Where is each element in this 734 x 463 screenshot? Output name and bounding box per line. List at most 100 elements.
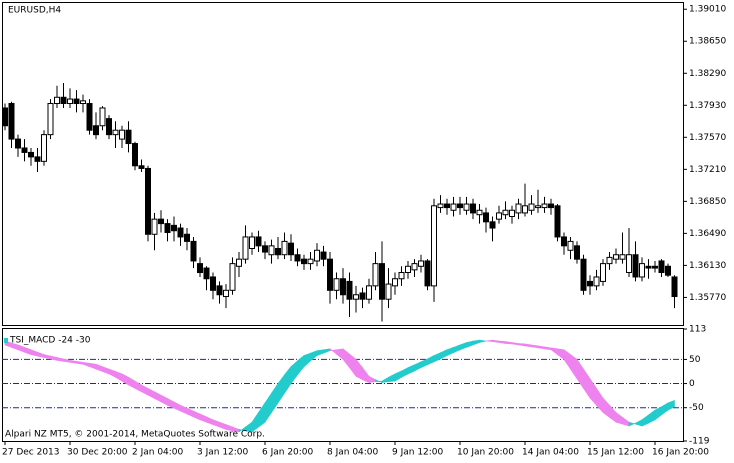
- candle-body: [320, 251, 327, 260]
- x-tick-label: 14 Jan 04:00: [522, 448, 579, 458]
- ribbon-segment: [466, 340, 474, 348]
- ribbon-segment: [485, 339, 493, 342]
- candle-body: [301, 258, 307, 265]
- ribbon-segment: [479, 339, 487, 343]
- ribbon-segment: [544, 346, 552, 351]
- y-tick-label: 1.35770: [689, 293, 726, 303]
- candle-body: [463, 203, 470, 211]
- ribbon-segment: [407, 364, 415, 375]
- candle-body: [587, 280, 593, 287]
- candle-body: [619, 254, 626, 260]
- ribbon-segment: [342, 348, 350, 369]
- ribbon-segment: [531, 344, 539, 349]
- candle-body: [15, 138, 21, 149]
- ribbon-segment: [459, 342, 467, 351]
- candle-body: [314, 249, 320, 262]
- candle-body: [658, 260, 665, 274]
- ribbon-segment: [69, 360, 77, 364]
- ribbon-segment: [362, 366, 370, 384]
- ribbon-segment: [76, 360, 84, 365]
- ribbon-segment: [115, 371, 123, 382]
- candle-body: [2, 107, 8, 127]
- ribbon-segment: [420, 358, 428, 369]
- candle-body: [8, 103, 15, 140]
- candle-body: [106, 118, 112, 136]
- ribbon-segment: [82, 361, 90, 368]
- ribbon-segment: [212, 419, 220, 428]
- candle-body: [606, 256, 613, 265]
- candle-body: [652, 265, 658, 269]
- ribbon-segment: [524, 343, 532, 348]
- ribbon-segment: [147, 387, 155, 400]
- x-tick-label: 10 Jan 20:00: [457, 448, 514, 458]
- candle-body: [431, 205, 437, 287]
- candle-body: [340, 278, 346, 296]
- y-tick-label: 1.36130: [689, 261, 726, 271]
- y-tick-label: 1.38650: [689, 37, 726, 47]
- candle-body: [541, 203, 548, 209]
- ribbon-segment: [316, 349, 324, 356]
- candle-body: [275, 248, 281, 256]
- ribbon-segment: [303, 352, 311, 368]
- candle-body: [262, 245, 268, 253]
- ribbon-segment: [427, 355, 435, 366]
- ribbon-segment: [264, 392, 272, 424]
- candle-body: [268, 245, 275, 256]
- ribbon-segment: [323, 348, 331, 354]
- ribbon-segment: [440, 349, 448, 360]
- ribbon-segment: [615, 411, 623, 425]
- ribbon-segment: [596, 387, 604, 414]
- y-tick-label: 0: [689, 379, 695, 389]
- ribbon-segment: [583, 368, 591, 400]
- ribbon-segment: [511, 342, 519, 346]
- ribbon-segment: [180, 404, 188, 415]
- ribbon-segment: [206, 416, 214, 426]
- ribbon-segment: [349, 353, 357, 378]
- candle-body: [112, 129, 119, 136]
- candle-body: [385, 283, 392, 300]
- x-tick-label: 30 Dec 20:00: [67, 448, 128, 458]
- candle-body: [190, 240, 197, 262]
- candle-body: [67, 98, 73, 105]
- ribbon-segment: [355, 358, 363, 381]
- ribbon-segment: [472, 339, 480, 346]
- candle-body: [424, 260, 431, 287]
- candle-body: [229, 263, 236, 291]
- candle-body: [210, 276, 216, 291]
- candle-body: [600, 263, 606, 282]
- candle-body: [171, 224, 177, 232]
- y-tick-label: 1.37570: [689, 133, 726, 143]
- indicator-marker: [4, 338, 8, 343]
- candle-body: [164, 223, 171, 233]
- ribbon-segment: [414, 361, 422, 372]
- ribbon-segment: [563, 349, 571, 371]
- ribbon-segment: [186, 407, 194, 418]
- candle-body: [138, 165, 145, 169]
- candle-body: [515, 203, 522, 214]
- candle-body: [645, 265, 652, 269]
- candle-body: [496, 212, 502, 220]
- ribbon-segment: [95, 363, 103, 372]
- candle-body: [470, 203, 476, 214]
- candle-body: [288, 242, 294, 256]
- ribbon-segment: [277, 373, 285, 404]
- ribbon-segment: [654, 406, 662, 421]
- x-tick-label: 27 Dec 2013: [2, 448, 60, 458]
- ribbon-segment: [24, 346, 32, 356]
- ribbon-segment: [56, 357, 64, 362]
- ribbon-segment: [537, 345, 545, 350]
- chart-title: EURUSD,H4: [8, 6, 61, 16]
- candle-body: [418, 260, 424, 267]
- ribbon-segment: [89, 362, 97, 370]
- indicator-panel: [2, 328, 684, 442]
- candle-body: [574, 245, 580, 260]
- y-tick-label: 1.39010: [689, 5, 726, 15]
- y-tick-label: 1.36490: [689, 229, 726, 239]
- x-tick-label: 16 Jan 20:00: [652, 448, 709, 458]
- ribbon-segment: [628, 421, 636, 427]
- candle-body: [158, 218, 164, 225]
- candle-body: [580, 258, 587, 291]
- y-tick-label: 1.37210: [689, 165, 726, 175]
- ribbon-segment: [388, 373, 396, 382]
- candle-body: [236, 258, 242, 267]
